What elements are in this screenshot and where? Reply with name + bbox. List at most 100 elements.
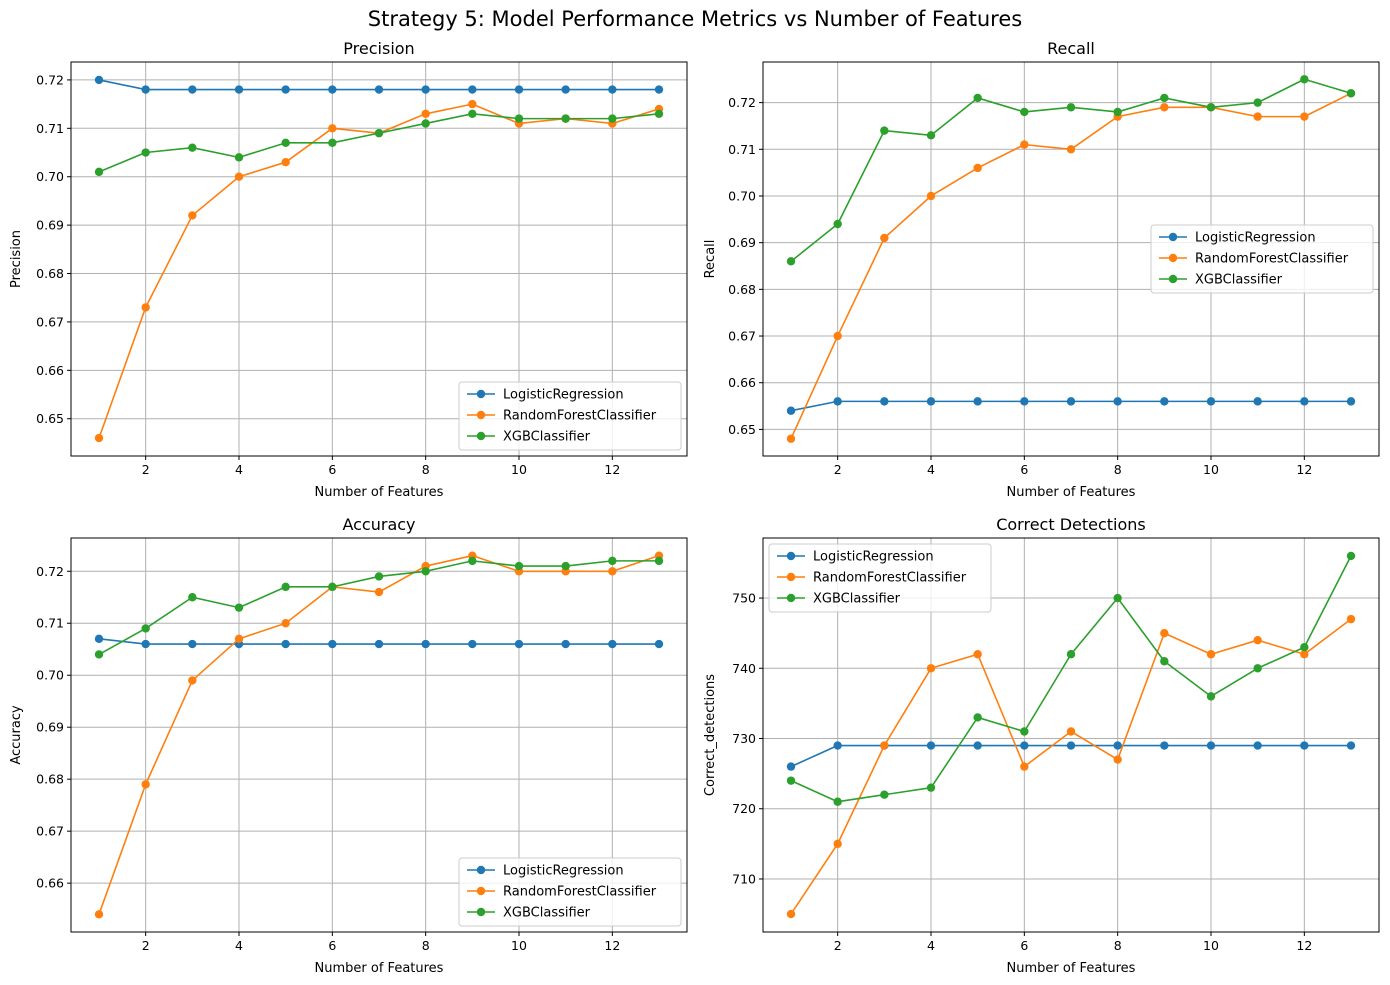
data-point (421, 567, 430, 576)
data-point (786, 406, 796, 415)
data-point (1066, 650, 1076, 659)
data-point (514, 561, 524, 571)
legend-swatch-marker (476, 907, 486, 917)
data-point (1206, 692, 1216, 701)
data-point (926, 191, 936, 201)
axes-frame (70, 537, 688, 933)
legend-swatch-marker (476, 886, 486, 896)
series-xgbclassifier (786, 75, 1356, 266)
data-point (141, 85, 150, 94)
legend-entry-label: LogisticRegression (1195, 231, 1316, 246)
series-randomforestclassifier (94, 551, 664, 919)
y-axis-label: Recall (703, 240, 718, 279)
data-point (1113, 741, 1122, 750)
x-tick-label: 10 (1203, 462, 1219, 477)
y-tick-label: 0.66 (36, 363, 64, 378)
x-tick-label: 2 (834, 462, 842, 477)
data-point (973, 93, 982, 103)
x-axis-label: Number of Features (1007, 485, 1136, 500)
data-point (188, 593, 197, 602)
legend-swatch-marker (476, 410, 486, 420)
x-tick-label: 12 (1296, 938, 1312, 953)
axes-title: Precision (343, 39, 414, 58)
legend-swatch-marker (476, 389, 486, 399)
data-point (328, 639, 337, 649)
legend-swatch-marker (786, 572, 796, 582)
legend-swatch-marker (476, 865, 486, 875)
data-point (1020, 741, 1029, 750)
data-point (1346, 614, 1356, 624)
data-point (880, 397, 889, 406)
data-point (1300, 75, 1309, 84)
figure-suptitle: Strategy 5: Model Performance Metrics vs… (368, 7, 1022, 31)
legend: LogisticRegression RandomForestClassifier… (1150, 224, 1374, 294)
data-point (786, 909, 796, 919)
y-tick-label: 0.70 (36, 169, 64, 184)
series-xgbclassifier (786, 551, 1356, 806)
y-tick-label: 0.71 (36, 121, 64, 136)
x-tick-label: 2 (142, 462, 150, 477)
data-point (1160, 628, 1169, 638)
series-randomforestclassifier (786, 89, 1356, 443)
data-point (1253, 98, 1262, 107)
data-point (1206, 741, 1216, 750)
x-tick-label: 4 (927, 462, 935, 477)
data-point (1066, 741, 1076, 750)
data-point (1113, 397, 1122, 406)
y-tick-label: 0.69 (36, 720, 64, 735)
y-tick-label: 710 (732, 871, 756, 886)
data-point (973, 650, 982, 659)
y-tick-label: 0.67 (728, 329, 756, 344)
x-tick-label: 6 (1020, 462, 1028, 477)
legend-swatch-marker (476, 431, 486, 441)
y-tick-label: 0.68 (36, 772, 64, 787)
data-point (514, 639, 524, 649)
y-tick-label: 0.72 (36, 564, 64, 579)
legend-swatch-marker (1168, 253, 1178, 263)
data-point (468, 556, 477, 566)
series-logisticregression (786, 397, 1356, 415)
data-point (786, 776, 796, 785)
data-point (1020, 140, 1029, 149)
axes-frame (70, 61, 688, 457)
data-point (94, 634, 104, 644)
data-point (1113, 107, 1122, 117)
legend-entry-label: XGBClassifier (1195, 273, 1283, 288)
y-tick-label: 0.69 (36, 218, 64, 233)
x-tick-label: 4 (235, 938, 243, 953)
data-point (514, 114, 524, 123)
y-axis-label: Correct_detections (703, 674, 718, 796)
data-point (94, 167, 104, 177)
data-point (608, 556, 617, 566)
y-tick-label: 0.68 (36, 266, 64, 281)
data-point (973, 163, 982, 173)
legend-entry-label: RandomForestClassifier (503, 885, 657, 900)
x-tick-label: 4 (927, 938, 935, 953)
legend-swatch-marker (1168, 274, 1178, 284)
y-tick-label: 0.67 (36, 824, 64, 839)
legend-swatch-marker (786, 593, 796, 603)
axes-title: Recall (1047, 39, 1095, 58)
y-tick-label: 0.69 (728, 235, 756, 250)
y-tick-label: 0.71 (728, 142, 756, 157)
data-point (328, 85, 337, 94)
axes-title: Correct Detections (996, 515, 1146, 534)
data-point (833, 741, 842, 750)
data-point (608, 85, 617, 94)
axes-correct-detections: 2 4 6 8 10 12 710 720 730 740 750 Correct Detection… (703, 515, 1380, 976)
data-point (281, 85, 290, 94)
legend-entry-label: RandomForestClassifier (503, 409, 657, 424)
y-tick-label: 0.70 (36, 668, 64, 683)
legend: LogisticRegression RandomForestClassifier… (768, 543, 992, 613)
x-tick-label: 12 (604, 938, 620, 953)
x-tick-label: 10 (511, 462, 527, 477)
data-point (1253, 741, 1262, 750)
data-point (1066, 145, 1076, 154)
data-point (234, 172, 244, 181)
data-point (1066, 727, 1076, 736)
data-point (926, 131, 936, 140)
data-point (1066, 397, 1076, 406)
data-point (468, 109, 477, 118)
data-point (654, 639, 664, 649)
